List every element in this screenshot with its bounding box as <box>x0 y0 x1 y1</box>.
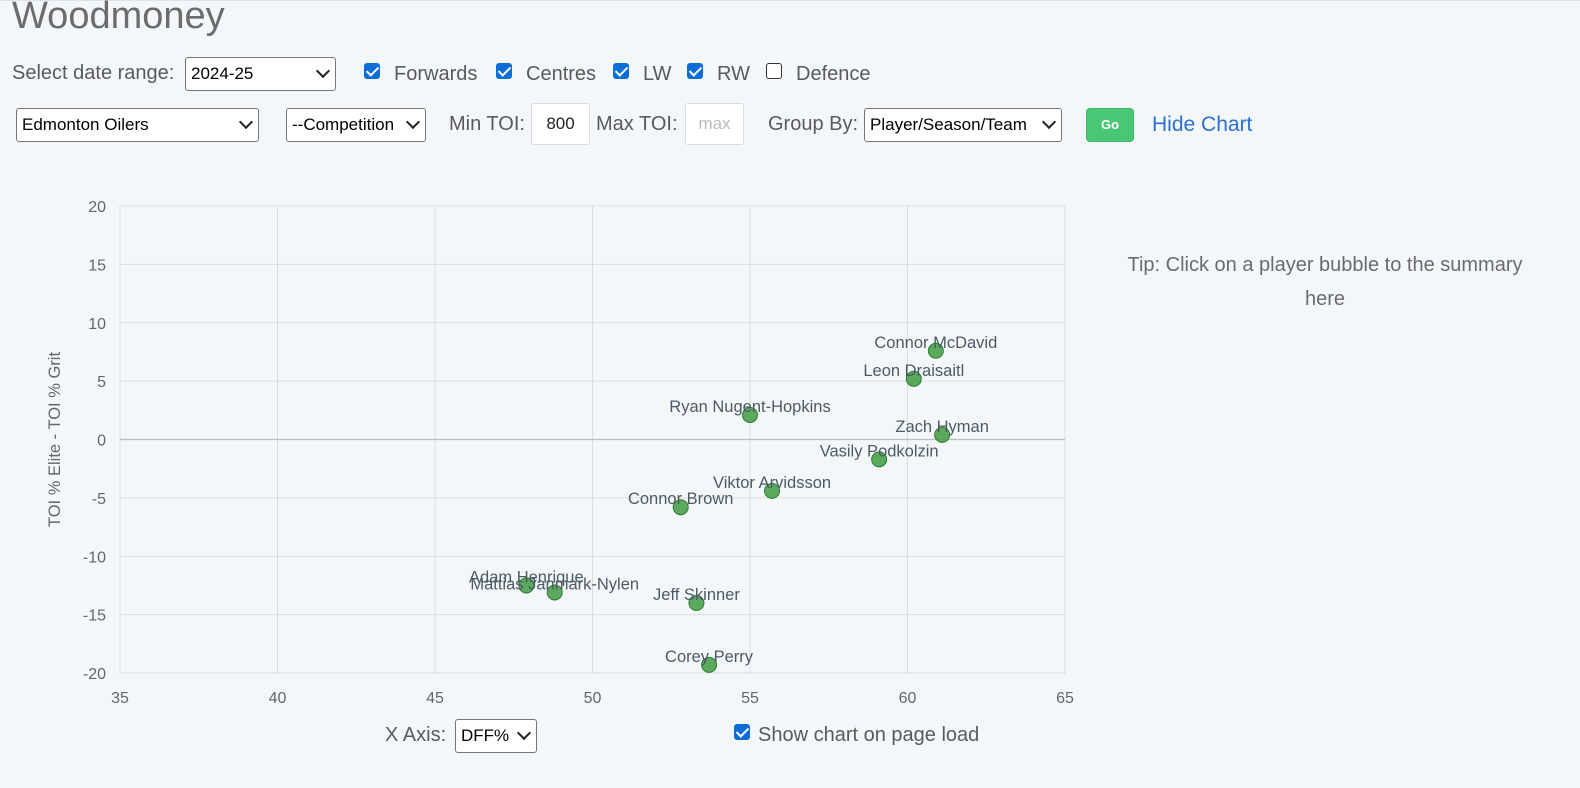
group-by-label: Group By: <box>768 113 859 135</box>
y-tick-label: 10 <box>88 316 106 333</box>
date-range-value: 2024-25 <box>191 64 254 83</box>
x-tick-label: 50 <box>584 690 602 707</box>
centres-checkbox[interactable] <box>496 63 512 79</box>
y-tick-label: -20 <box>83 666 106 683</box>
min-toi-input[interactable]: 800 <box>531 103 590 145</box>
competition-value: --Competition <box>292 115 395 134</box>
page-title: Woodmoney <box>12 0 225 37</box>
y-tick-label: -10 <box>83 549 106 566</box>
player-bubble <box>905 370 922 387</box>
x-tick-label: 55 <box>741 690 759 707</box>
player-bubble <box>672 499 689 516</box>
team-select[interactable]: Edmonton Oilers <box>16 108 259 142</box>
x-axis-select[interactable]: DFF% <box>455 719 537 753</box>
hide-chart-link[interactable]: Hide Chart <box>1152 113 1253 136</box>
player-label: Leon Draisaitl <box>863 362 964 380</box>
player-bubble <box>764 482 781 499</box>
player-label: Connor McDavid <box>874 334 997 352</box>
player-bubble <box>518 577 535 594</box>
show-on-load-checkbox[interactable] <box>734 724 750 740</box>
y-tick-label: -5 <box>92 491 106 508</box>
y-tick-label: -15 <box>83 608 106 625</box>
forwards-checkbox[interactable] <box>364 63 380 79</box>
player-label: Jeff Skinner <box>653 586 740 604</box>
chevron-down-icon <box>516 725 532 741</box>
defence-label: Defence <box>796 63 871 85</box>
player-bubble <box>688 594 705 611</box>
rw-checkbox[interactable] <box>687 63 703 79</box>
player-label: Corey Perry <box>665 648 754 666</box>
x-axis-value: DFF% <box>461 726 510 745</box>
date-range-select[interactable]: 2024-25 <box>185 57 336 91</box>
top-border <box>0 0 1580 1</box>
competition-select[interactable]: --Competition <box>286 108 426 142</box>
y-tick-label: 5 <box>97 374 106 391</box>
show-on-load-label: Show chart on page load <box>758 724 980 746</box>
player-bubble <box>871 451 888 468</box>
player-bubble <box>934 426 951 443</box>
max-toi-label: Max TOI: <box>596 113 678 135</box>
player-bubble <box>742 406 758 423</box>
defence-checkbox[interactable] <box>766 63 782 79</box>
x-tick-label: 40 <box>269 690 287 707</box>
tip-text: Tip: Click on a player bubble to the sum… <box>1127 254 1523 310</box>
x-tick-label: 45 <box>426 690 444 707</box>
lw-label: LW <box>643 63 672 85</box>
player-bubble <box>546 584 563 601</box>
team-value: Edmonton Oilers <box>22 115 149 134</box>
x-tick-label: 65 <box>1056 690 1074 707</box>
centres-label: Centres <box>526 63 597 85</box>
go-button[interactable]: Go <box>1086 108 1134 142</box>
min-toi-label: Min TOI: <box>449 113 525 135</box>
rw-label: RW <box>717 63 750 85</box>
max-toi-input[interactable]: max <box>685 103 744 145</box>
player-label: Adam Henrique <box>469 568 584 586</box>
player-label: Mattias Janmark-Nylen <box>470 575 639 593</box>
lw-checkbox[interactable] <box>613 63 629 79</box>
player-label: Zach Hyman <box>895 418 989 436</box>
x-axis-label: X Axis: <box>385 724 447 746</box>
player-label: Vasily Podkolzin <box>820 442 939 460</box>
player-bubble <box>701 656 718 673</box>
x-tick-label: 35 <box>111 690 129 707</box>
player-bubble <box>927 342 944 359</box>
forwards-label: Forwards <box>394 63 478 85</box>
y-tick-label: 0 <box>97 433 106 450</box>
y-tick-label: 15 <box>88 257 106 274</box>
player-label: Connor Brown <box>628 490 733 508</box>
group-by-select[interactable]: Player/Season/Team <box>864 108 1062 142</box>
y-axis-label: TOI % Elite - TOI % Grit <box>46 352 64 528</box>
player-label: Ryan Nugent-Hopkins <box>669 398 830 416</box>
group-by-value: Player/Season/Team <box>870 115 1027 134</box>
y-tick-label: 20 <box>88 199 106 216</box>
player-label: Viktor Arvidsson <box>713 474 831 492</box>
x-tick-label: 60 <box>899 690 917 707</box>
date-range-label: Select date range: <box>12 62 175 84</box>
